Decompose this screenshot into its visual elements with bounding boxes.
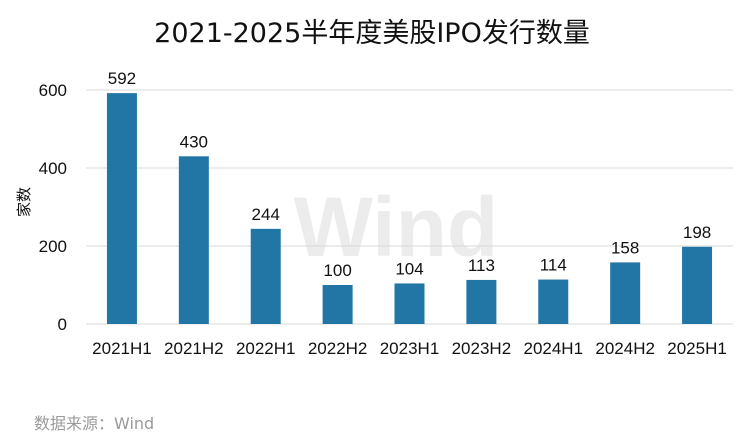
bar-2022H1 (250, 228, 281, 324)
data-label-2023H1: 104 (395, 259, 423, 278)
y-axis-ticks: 0 200 400 600 (39, 81, 67, 334)
y-tick-label: 600 (39, 81, 67, 100)
bar-2023H1 (394, 283, 425, 324)
data-label-2022H2: 100 (323, 261, 351, 280)
y-tick-label: 400 (39, 159, 67, 178)
x-tick-label-2024H1: 2024H1 (523, 339, 583, 358)
bar-2025H1 (682, 246, 713, 324)
watermark: Wind (294, 180, 499, 274)
x-tick-label-2021H1: 2021H1 (92, 339, 152, 358)
x-tick-label-2024H2: 2024H2 (595, 339, 655, 358)
x-tick-label-2023H1: 2023H1 (380, 339, 440, 358)
bar-2023H2 (466, 279, 497, 324)
x-tick-label-2021H2: 2021H2 (164, 339, 224, 358)
x-tick-label-2023H2: 2023H2 (452, 339, 512, 358)
y-tick-label: 0 (58, 315, 67, 334)
data-label-2021H1: 592 (108, 69, 136, 88)
data-label-2024H2: 158 (611, 238, 639, 257)
chart-title: 2021-2025半年度美股IPO发行数量 (154, 18, 590, 49)
bar-2021H1 (106, 93, 137, 325)
data-label-2022H1: 244 (252, 205, 280, 224)
data-label-2024H1: 114 (540, 256, 567, 275)
data-label-2021H2: 430 (180, 132, 208, 151)
x-tick-label-2022H1: 2022H1 (236, 339, 296, 358)
bar-2024H1 (538, 279, 569, 324)
bar-2021H2 (178, 156, 209, 324)
data-label-2023H2: 113 (468, 256, 495, 275)
bars: 592 430 244 100 104 113 114 158 198 (106, 69, 713, 325)
bar-2022H2 (322, 285, 353, 324)
x-axis-ticks: 2021H1 2021H2 2022H1 2022H2 2023H1 2023H2 2024… (92, 339, 727, 358)
source-note: 数据来源：Wind (34, 414, 155, 433)
y-tick-label: 200 (39, 237, 67, 256)
x-tick-label-2025H1: 2025H1 (667, 339, 727, 358)
y-axis-label: 家数 (15, 187, 33, 217)
data-label-2025H1: 198 (683, 223, 711, 242)
bar-2024H2 (610, 262, 641, 324)
x-tick-label-2022H2: 2022H2 (308, 339, 368, 358)
